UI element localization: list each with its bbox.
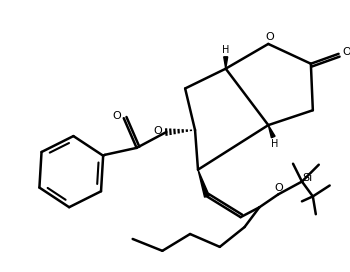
Polygon shape bbox=[198, 170, 209, 197]
Text: O: O bbox=[275, 184, 284, 193]
Polygon shape bbox=[268, 125, 275, 138]
Text: Si: Si bbox=[302, 172, 312, 183]
Text: H: H bbox=[222, 45, 229, 55]
Text: O: O bbox=[112, 111, 121, 121]
Text: O: O bbox=[342, 47, 350, 57]
Text: H: H bbox=[271, 139, 278, 149]
Text: O: O bbox=[154, 126, 162, 136]
Text: O: O bbox=[265, 32, 274, 42]
Polygon shape bbox=[224, 57, 228, 69]
